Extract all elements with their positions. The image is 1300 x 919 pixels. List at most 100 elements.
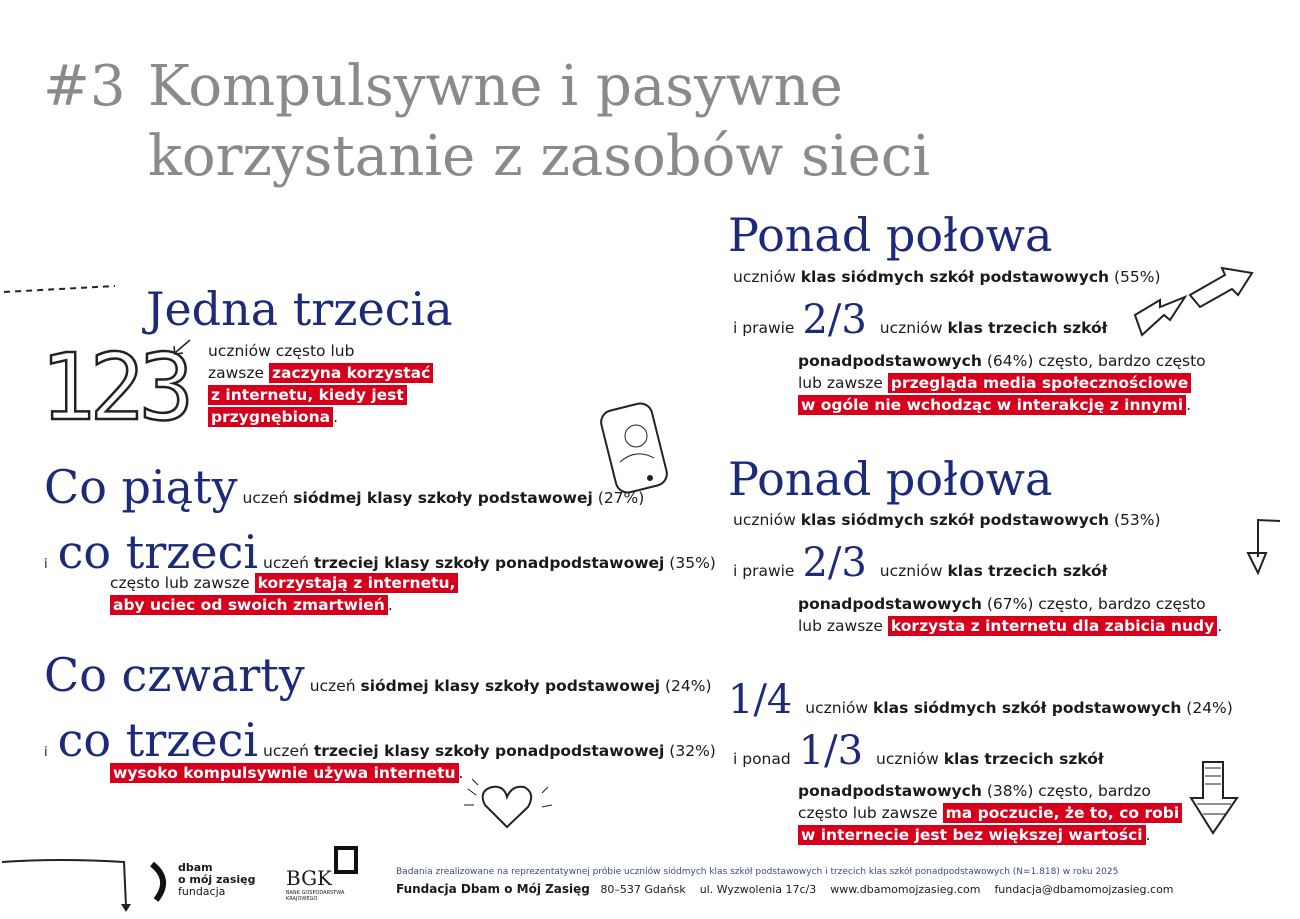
body-text: i prawie [733,562,795,580]
text-line: w internecie jest bez większej wartości. [798,824,1182,846]
stat-every-fourth-text: wysoko kompulsywnie używa internetu. [110,762,463,784]
highlighted-text: przygnębiona [208,407,334,427]
body-text: klas trzecich szkół [947,319,1108,337]
arrows-icon [1133,266,1254,337]
stat-over-half-2-line: uczniów klas siódmych szkół podstawowych… [733,509,1161,531]
highlighted-text: korzysta z internetu dla zabicia nudy [887,616,1218,636]
heart-icon [464,778,553,829]
headline-text: 2/3 [802,540,867,586]
title-number: #3 [43,54,126,119]
body-text: trzeciej klasy szkoły ponadpodstawowej [313,742,665,760]
text-line: przygnębiona. [208,406,433,428]
text-line: i prawie 2/3 uczniów klas trzecich szkół [733,296,1107,352]
text-line: lub zawsze korzysta z internetu dla zabi… [798,615,1222,637]
bgk-sub: BANK GOSPODARSTWA KRAJOWEGO [286,890,345,902]
headline-over-half-2: Ponad połowa [728,452,1052,517]
text-line: w ogóle nie wchodząc w interakcję z inny… [798,394,1206,416]
headline-text: Co czwarty [44,648,305,702]
body-text: ponadpodstawowych [798,595,982,613]
text-line: często lub zawsze korzystają z internetu… [110,572,459,594]
text-line: z internetu, kiedy jest [208,384,433,406]
highlighted-text: zaczyna korzystać [269,363,434,383]
title-line-1: Kompulsywne i pasywne [148,54,843,119]
text-line: lub zawsze przegląda media społecznościo… [798,372,1206,394]
text-line: i co trzeci uczeń trzeciej klasy szkoły p… [44,525,716,592]
text-line: Co czwarty uczeń siódmej klasy szkoły po… [44,648,716,713]
survey-note: Badania zrealizowane na reprezentatywnej… [396,867,1119,877]
headline-text: Co piąty [44,460,238,514]
body-text: . [1186,396,1192,414]
stat-every-fifth: Co piąty uczeń siódmej klasy szkoły pods… [44,460,716,592]
body-text: (53%) [1109,511,1161,529]
stat-every-fourth: Co czwarty uczeń siódmej klasy szkoły po… [44,648,716,780]
postal: 80–537 Gdańsk [600,883,686,896]
text-line: ponadpodstawowych (64%) często, bardzo c… [798,350,1206,372]
body-text: siódmej klasy szkoły podstawowej [293,489,593,507]
body-text: często lub zawsze [798,804,943,822]
body-text: i [44,557,48,572]
headline-text: co trzeci [57,713,259,767]
text-line: często lub zawsze ma poczucie, że to, co… [798,802,1183,824]
body-text: (32%) [664,742,716,760]
stat-two-thirds-1-text: ponadpodstawowych (64%) często, bardzo c… [798,350,1206,416]
stat-two-thirds-2: i prawie 2/3 uczniów klas trzecich szkół [733,539,1107,595]
body-text: klas siódmych szkół podstawowych [800,268,1110,286]
stat-one-third-text: uczniów często lub zawsze zaczyna korzyst… [208,340,434,428]
body-text: lub zawsze [798,374,888,392]
body-text: uczniów [874,319,948,337]
stat-two-thirds-1: i prawie 2/3 uczniów klas trzecich szkół [733,296,1107,352]
body-text: . [458,764,464,782]
body-text: trzeciej klasy szkoły ponadpodstawowej [313,554,665,572]
body-text: (64%) często, bardzo często [981,352,1206,370]
body-text: uczeń [304,677,361,695]
arrow-icon [173,339,191,355]
website-link[interactable]: www.dbamomojzasieg.com [830,883,981,896]
body-text: i ponad [733,750,791,768]
page-title: Kompulsywne i pasywne korzystanie z zaso… [148,52,930,192]
big-down-arrow-icon [1189,761,1239,835]
body-text: (24%) [660,677,712,695]
text-line: uczniów często lub [208,340,433,362]
email-link[interactable]: fundacja@dbamomojzasieg.com [994,883,1174,896]
body-text: uczeń [258,742,314,760]
body-text: ponadpodstawowych [798,352,982,370]
headline-text: Jedna trzecia [146,282,453,336]
highlighted-text: wysoko kompulsywnie używa internetu [110,763,459,783]
body-text: (55%) [1109,268,1161,286]
body-text: klas siódmych szkół podstawowych [873,699,1182,717]
body-text: klas trzecich szkół [943,750,1104,768]
headline-text: 1/4 [728,677,793,723]
headline-over-half-1: Ponad połowa [728,208,1052,273]
highlighted-text: w internecie jest bez większej wartości [798,825,1146,845]
stat-over-half-1-line: uczniów klas siódmych szkół podstawowych… [733,266,1161,288]
phone-icon [600,402,668,494]
org-name: Fundacja Dbam o Mój Zasięg [396,882,590,896]
text-line: i prawie 2/3 uczniów klas trzecich szkół [733,539,1107,595]
stat-two-thirds-2-text: ponadpodstawowych (67%) często, bardzo c… [798,593,1222,637]
text-line: Jedna trzecia [146,282,453,347]
body-text: klas trzecich szkół [947,562,1108,580]
body-text: (27%) [592,489,645,507]
logo-dbam-icon [150,862,166,902]
street: ul. Wyzwolenia 17c/3 [699,883,817,896]
text-line: wysoko kompulsywnie używa internetu. [110,762,463,784]
stat-one-third-right: i ponad 1/3 uczniów klas trzecich szkół [733,727,1104,783]
text-line: Ponad połowa [728,452,1052,517]
sketch-123-icon: 123 [39,334,196,441]
stat-one-quarter: 1/4 uczniów klas siódmych szkół podstawo… [720,676,1233,732]
body-text: . [1145,826,1151,844]
text-line: i ponad 1/3 uczniów klas trzecich szkół [733,727,1104,783]
text-line: aby uciec od swoich zmartwień. [110,594,458,616]
text-line: ponadpodstawowych (67%) często, bardzo c… [798,593,1222,615]
title-line-2: korzystanie z zasobów sieci [148,124,931,189]
body-text: uczniów [874,562,948,580]
body-text: (35%) [664,554,716,572]
logo1-line1: dbam [178,861,213,874]
body-text: . [1217,617,1223,635]
highlighted-text: aby uciec od swoich zmartwień [110,595,388,615]
stat-every-fifth-text: często lub zawsze korzystają z internetu… [110,572,459,616]
body-text: uczniów [733,268,801,286]
body-text: . [387,596,393,614]
highlighted-text: korzystają z internetu, [254,573,459,593]
logo1-line2: o mój zasięg [178,873,256,886]
